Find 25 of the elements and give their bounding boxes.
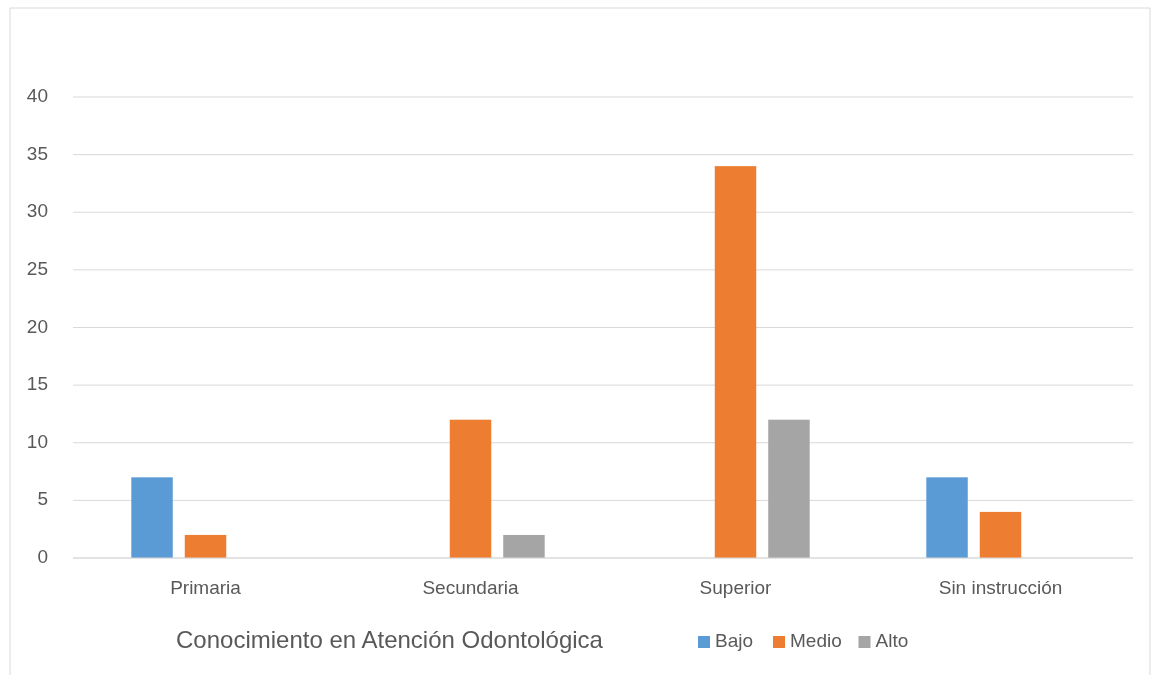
bar xyxy=(979,511,1022,558)
bar xyxy=(926,477,968,558)
y-tick-label: 0 xyxy=(37,546,48,568)
legend-label: Alto xyxy=(875,630,909,652)
bar xyxy=(184,534,227,558)
y-tick-label: 40 xyxy=(26,85,48,107)
legend-label: Bajo xyxy=(715,630,754,652)
bar xyxy=(768,419,810,558)
y-tick-label: 35 xyxy=(26,142,48,164)
bar xyxy=(131,477,173,558)
y-tick-label: 15 xyxy=(26,373,48,395)
y-tick-label: 10 xyxy=(26,430,48,452)
bar xyxy=(449,419,492,558)
bar xyxy=(714,166,757,558)
x-tick-label: Primaria xyxy=(170,577,242,599)
x-tick-label: Secundaria xyxy=(422,577,519,599)
y-tick-label: 30 xyxy=(26,200,48,222)
x-tick-label: Sin instrucción xyxy=(938,577,1063,599)
legend-title: Conocimiento en Atención Odontológica xyxy=(176,626,604,654)
x-tick-label: Superior xyxy=(699,577,773,599)
y-tick-label: 25 xyxy=(26,257,48,279)
y-tick-label: 5 xyxy=(37,488,48,510)
legend-label: Medio xyxy=(790,630,842,652)
y-tick-label: 20 xyxy=(26,315,48,337)
bar xyxy=(503,534,545,558)
